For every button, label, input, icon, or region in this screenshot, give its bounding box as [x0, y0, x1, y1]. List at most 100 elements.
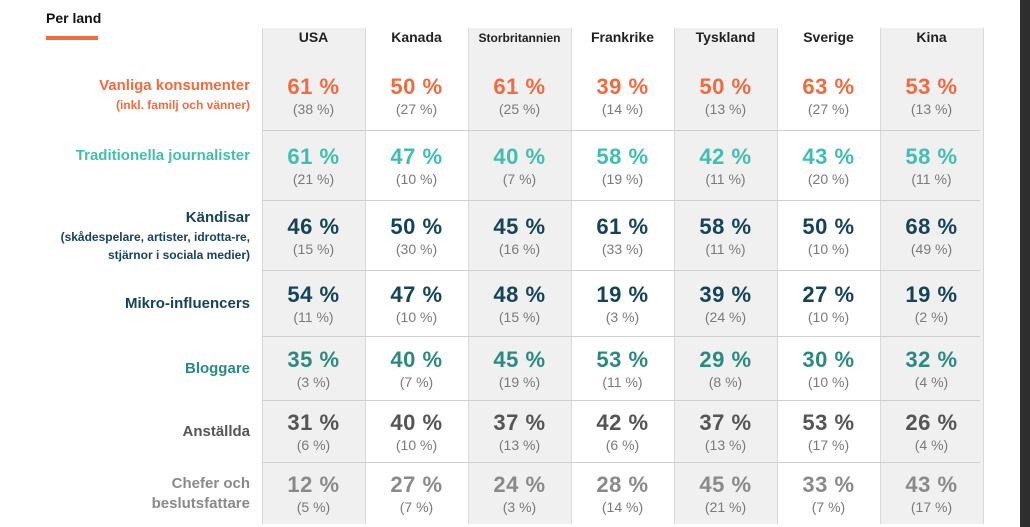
- data-cell: 50 % (13 %): [674, 74, 777, 118]
- cell-previous-value: (6 %): [296, 437, 331, 453]
- cell-previous-value: (21 %): [704, 499, 747, 515]
- data-cell: 45 % (21 %): [674, 472, 777, 516]
- data-cell: 27 % (10 %): [777, 282, 880, 326]
- data-cell: 40 % (7 %): [365, 347, 468, 391]
- data-cell: 61 % (33 %): [571, 214, 674, 258]
- data-cell: 19 % (3 %): [571, 282, 674, 326]
- data-cell: 58 % (11 %): [880, 144, 983, 188]
- data-cell: 40 % (7 %): [468, 144, 571, 188]
- row-label: Anställda: [20, 422, 250, 442]
- cell-previous-value: (19 %): [601, 171, 644, 187]
- column-divider: [983, 28, 984, 524]
- cell-value: 53 %: [905, 74, 958, 99]
- cell-previous-value: (14 %): [601, 499, 644, 515]
- cell-previous-value: (24 %): [704, 309, 747, 325]
- cell-previous-value: (13 %): [704, 101, 747, 117]
- cell-previous-value: (3 %): [296, 374, 331, 390]
- cell-value: 35 %: [287, 347, 340, 372]
- cell-value: 43 %: [802, 144, 855, 169]
- cell-value: 40 %: [390, 347, 443, 372]
- data-cell: 68 % (49 %): [880, 214, 983, 258]
- cell-previous-value: (10 %): [395, 309, 438, 325]
- data-cell: 45 % (19 %): [468, 347, 571, 391]
- data-cell: 63 % (27 %): [777, 74, 880, 118]
- cell-value: 47 %: [390, 144, 443, 169]
- column-header: Kanada: [391, 29, 442, 45]
- data-cell: 61 % (21 %): [262, 144, 365, 188]
- cell-value: 26 %: [905, 410, 958, 435]
- data-cell: 28 % (14 %): [571, 472, 674, 516]
- cell-value: 28 %: [596, 472, 649, 497]
- data-cell: 46 % (15 %): [262, 214, 365, 258]
- data-cell: 29 % (8 %): [674, 347, 777, 391]
- cell-value: 45 %: [493, 214, 546, 239]
- cell-value: 32 %: [905, 347, 958, 372]
- section-title: Per land: [46, 10, 102, 26]
- data-cell: 53 % (17 %): [777, 410, 880, 454]
- cell-value: 37 %: [493, 410, 546, 435]
- data-cell: 50 % (10 %): [777, 214, 880, 258]
- cell-value: 63 %: [802, 74, 855, 99]
- data-cell: 42 % (6 %): [571, 410, 674, 454]
- cell-value: 45 %: [493, 347, 546, 372]
- column-divider: [674, 28, 675, 524]
- cell-previous-value: (33 %): [601, 241, 644, 257]
- row-divider: [262, 400, 980, 401]
- cell-value: 48 %: [493, 282, 546, 307]
- column-shade: [262, 28, 365, 524]
- cell-previous-value: (38 %): [292, 101, 335, 117]
- cell-value: 50 %: [699, 74, 752, 99]
- cell-previous-value: (10 %): [395, 437, 438, 453]
- cell-previous-value: (5 %): [296, 499, 331, 515]
- cell-previous-value: (11 %): [705, 241, 746, 257]
- cell-value: 39 %: [596, 74, 649, 99]
- cell-value: 61 %: [287, 144, 340, 169]
- cell-value: 46 %: [287, 214, 340, 239]
- cell-previous-value: (13 %): [498, 437, 541, 453]
- cell-value: 68 %: [905, 214, 958, 239]
- column-shade: [880, 28, 983, 524]
- cell-previous-value: (7 %): [399, 374, 434, 390]
- data-cell: 32 % (4 %): [880, 347, 983, 391]
- row-label-text: Kändisar: [185, 209, 250, 226]
- cell-value: 27 %: [390, 472, 443, 497]
- data-cell: 45 % (16 %): [468, 214, 571, 258]
- cell-value: 50 %: [390, 214, 443, 239]
- data-cell: 39 % (14 %): [571, 74, 674, 118]
- cell-previous-value: (10 %): [395, 171, 438, 187]
- cell-previous-value: (11 %): [911, 171, 952, 187]
- cell-previous-value: (3 %): [502, 499, 537, 515]
- cell-previous-value: (7 %): [502, 171, 537, 187]
- cell-previous-value: (16 %): [498, 241, 541, 257]
- row-label: Kändisar (skådespelare, artister, idrotta…: [20, 208, 250, 264]
- column-header: Storbritannien: [478, 31, 561, 45]
- cell-previous-value: (10 %): [807, 374, 850, 390]
- cell-previous-value: (17 %): [807, 437, 850, 453]
- cell-value: 27 %: [802, 282, 855, 307]
- cell-previous-value: (7 %): [399, 499, 434, 515]
- column-divider: [777, 28, 778, 524]
- row-label: Bloggare: [20, 359, 250, 379]
- cell-previous-value: (14 %): [601, 101, 644, 117]
- cell-previous-value: (25 %): [498, 101, 541, 117]
- column-shade: [674, 28, 777, 524]
- row-label: Mikro-influencers: [20, 294, 250, 314]
- data-cell: 43 % (17 %): [880, 472, 983, 516]
- cell-value: 61 %: [596, 214, 649, 239]
- cell-value: 37 %: [699, 410, 752, 435]
- cell-previous-value: (27 %): [395, 101, 438, 117]
- cell-value: 61 %: [493, 74, 546, 99]
- cell-value: 24 %: [493, 472, 546, 497]
- column-header: Tyskland: [695, 29, 756, 45]
- cell-value: 58 %: [905, 144, 958, 169]
- cell-previous-value: (13 %): [704, 437, 747, 453]
- data-cell: 53 % (11 %): [571, 347, 674, 391]
- cell-previous-value: (17 %): [910, 499, 953, 515]
- data-cell: 37 % (13 %): [674, 410, 777, 454]
- cell-previous-value: (10 %): [807, 309, 850, 325]
- cell-value: 19 %: [905, 282, 958, 307]
- data-cell: 50 % (27 %): [365, 74, 468, 118]
- data-cell: 40 % (10 %): [365, 410, 468, 454]
- data-cell: 50 % (30 %): [365, 214, 468, 258]
- row-divider: [262, 130, 980, 131]
